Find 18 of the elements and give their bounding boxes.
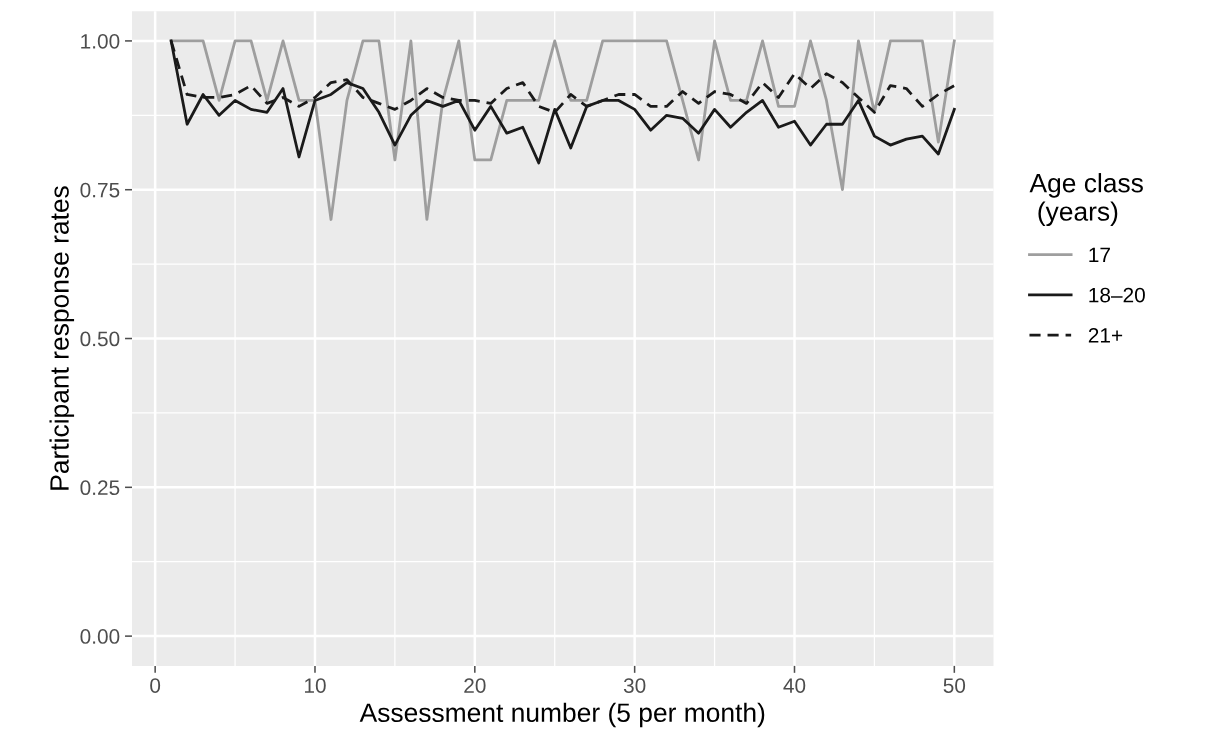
x-tick-label: 10: [304, 678, 326, 693]
x-axis-title: Assessment number (5 per month): [359, 702, 765, 728]
x-tick-label: 30: [623, 678, 646, 693]
y-axis-title: Participant response rates: [49, 186, 75, 490]
y-tick-label: 0.00: [80, 629, 120, 644]
y-tick-label: 0.75: [80, 182, 120, 198]
legend-label: 21+: [1088, 327, 1123, 343]
y-tick-label: 0.50: [80, 331, 120, 347]
y-tick-label: 1.00: [81, 33, 120, 49]
legend-label: 18–20: [1089, 287, 1145, 303]
x-tick-label: 0: [150, 678, 161, 693]
x-tick-label: 40: [783, 678, 806, 693]
x-tick-label: 50: [943, 678, 966, 693]
x-tick-label: 20: [464, 678, 486, 693]
y-tick-label: 0.25: [80, 480, 120, 496]
line-series: [169, 39, 956, 221]
legend-title: Age class (years): [1029, 173, 1143, 227]
legend-label: 17: [1089, 247, 1110, 263]
